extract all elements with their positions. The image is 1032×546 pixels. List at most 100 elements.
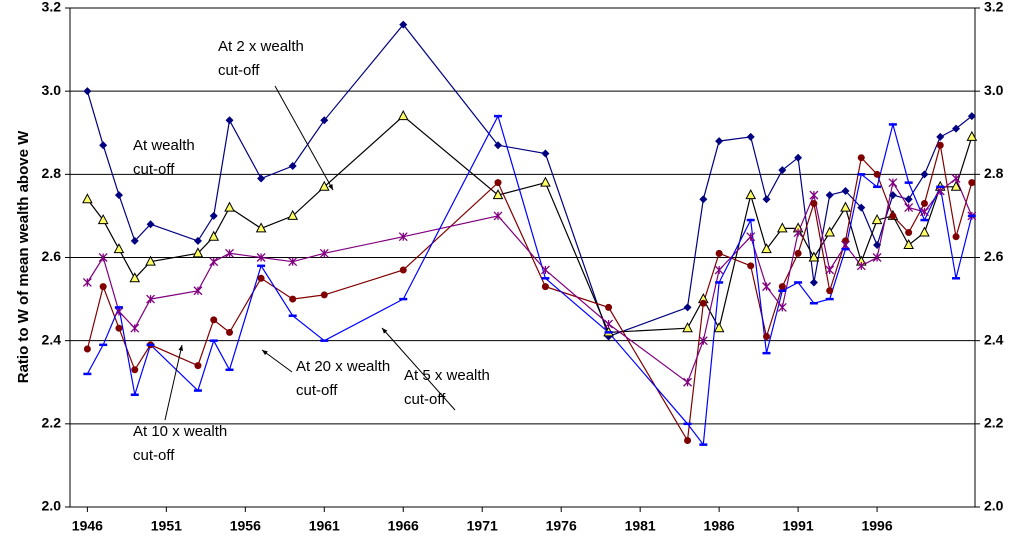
marker [952, 233, 960, 241]
marker [841, 240, 850, 250]
marker [113, 243, 125, 254]
y2-tick-label: 3.2 [984, 0, 1004, 15]
y2-tick-label: 2.6 [984, 248, 1004, 264]
marker [966, 130, 978, 141]
marker [746, 132, 755, 141]
marker [888, 191, 897, 200]
y-tick-label: 2.4 [42, 331, 62, 347]
marker [288, 162, 297, 171]
annotation: At 20 x wealth [296, 358, 390, 375]
marker [747, 262, 755, 270]
marker [857, 203, 866, 212]
marker [808, 251, 820, 262]
annotation: At wealth [133, 137, 195, 154]
marker [794, 249, 802, 257]
marker [397, 110, 409, 121]
series-line [86, 145, 973, 443]
marker [936, 132, 945, 141]
marker [840, 201, 851, 212]
x-tick-label: 1961 [309, 518, 340, 534]
marker [698, 336, 708, 346]
marker [952, 124, 961, 133]
marker [83, 345, 91, 353]
marker [114, 307, 124, 317]
marker [793, 228, 803, 238]
marker [540, 176, 551, 187]
marker [715, 137, 724, 146]
annotation-arrowhead [328, 184, 333, 190]
marker [287, 209, 299, 220]
marker [762, 195, 771, 204]
marker [130, 236, 139, 245]
marker [794, 153, 803, 162]
marker [824, 226, 836, 237]
marker [777, 302, 787, 312]
marker [920, 199, 928, 207]
y-tick-label: 2.8 [42, 165, 62, 181]
marker [762, 282, 771, 292]
annotation-arrow [164, 344, 183, 421]
marker [889, 212, 897, 220]
marker [192, 247, 204, 258]
marker [871, 214, 883, 225]
marker [873, 241, 882, 250]
marker [288, 257, 298, 267]
marker [399, 20, 408, 29]
marker [825, 265, 835, 275]
marker [683, 303, 692, 312]
marker [872, 253, 882, 262]
marker [919, 226, 930, 237]
annotation-arrow [381, 327, 456, 411]
x-tick-label: 1966 [388, 518, 419, 534]
y-tick-label: 2.2 [42, 415, 62, 431]
annotation: At 5 x wealth [404, 367, 490, 384]
marker [320, 291, 328, 299]
marker [825, 191, 834, 200]
annotation-arrowhead [262, 350, 268, 356]
marker [714, 265, 724, 275]
marker [968, 179, 976, 187]
marker [145, 255, 156, 266]
marker [208, 230, 220, 241]
marker [776, 222, 788, 233]
x-tick-label: 1951 [151, 518, 182, 534]
marker [193, 236, 202, 245]
marker [146, 294, 156, 304]
marker [936, 141, 944, 149]
marker [492, 189, 504, 200]
annotation: At 2 x wealth [218, 38, 304, 55]
marker [225, 248, 234, 258]
y2-tick-label: 2.4 [984, 331, 1004, 347]
marker [761, 243, 772, 254]
marker [809, 278, 818, 287]
y2-tick-label: 2.0 [984, 498, 1004, 514]
marker [129, 272, 141, 283]
marker [713, 322, 725, 333]
marker [778, 283, 786, 291]
marker [193, 286, 203, 296]
marker [746, 232, 756, 242]
marker [82, 193, 93, 204]
marker [903, 238, 914, 250]
marker [210, 316, 218, 324]
marker [699, 299, 707, 307]
x-tick-label: 1981 [625, 518, 656, 534]
y-tick-label: 2.0 [42, 498, 62, 514]
x-tick-label: 1946 [72, 518, 103, 534]
marker [541, 283, 549, 291]
marker [494, 141, 503, 150]
marker [130, 323, 140, 333]
marker [256, 253, 266, 262]
y-tick-label: 2.6 [42, 248, 62, 264]
marker [289, 295, 297, 303]
marker [398, 232, 408, 242]
marker [224, 201, 235, 212]
marker [226, 328, 234, 336]
annotation-arrowhead [382, 328, 388, 334]
y-tick-label: 3.2 [42, 0, 62, 15]
marker [146, 220, 155, 229]
annotation-arrow [274, 85, 334, 191]
x-tick-label: 1996 [861, 518, 892, 534]
marker [683, 377, 693, 387]
y-axis-label: Ratio to W of mean wealth above W [15, 130, 32, 383]
